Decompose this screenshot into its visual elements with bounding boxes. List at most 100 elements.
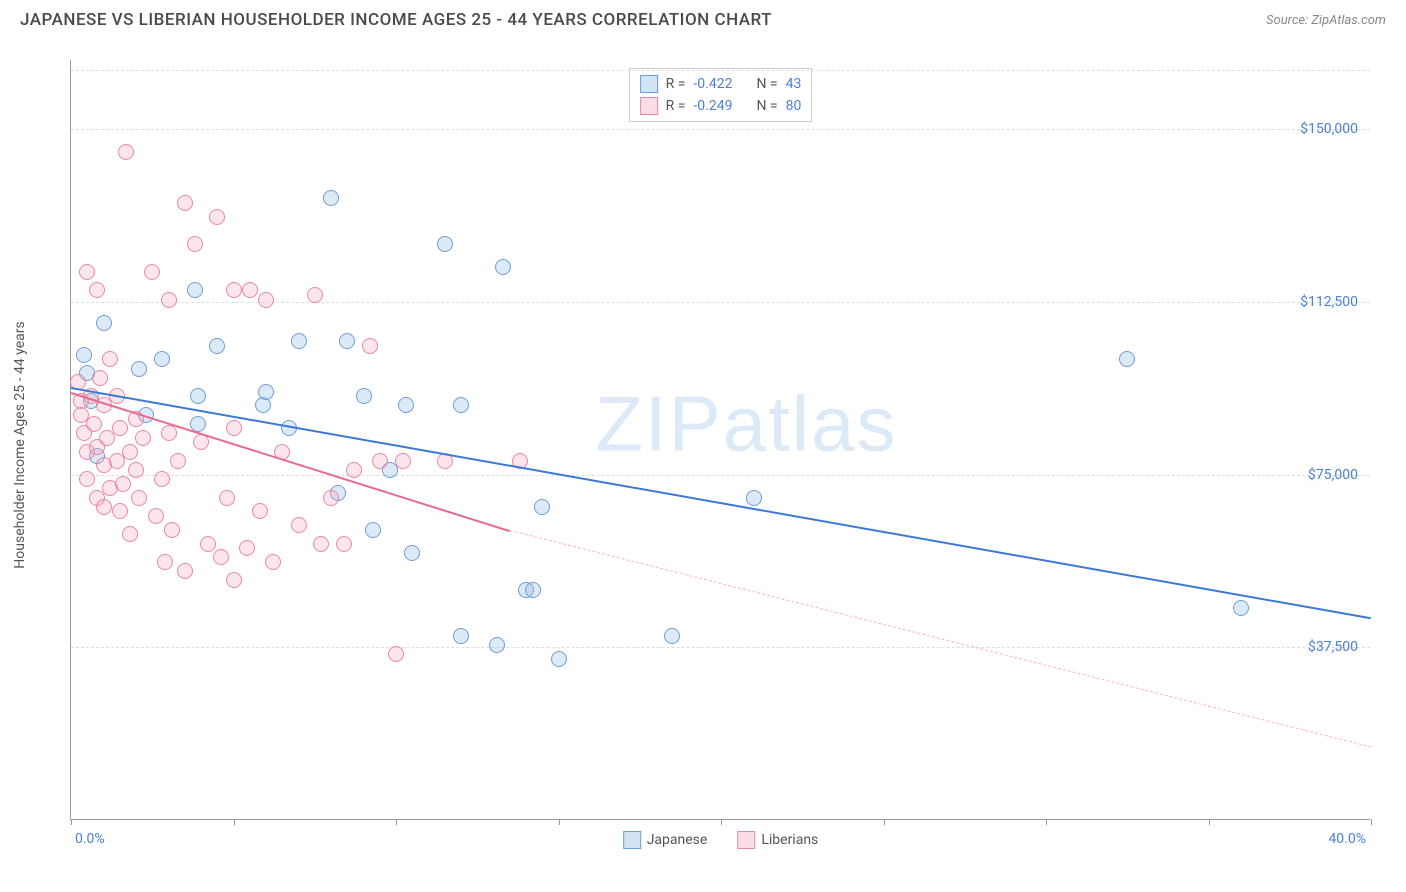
data-point <box>213 549 229 565</box>
data-point <box>161 292 177 308</box>
data-point <box>190 388 206 404</box>
stats-legend-row: R =-0.249N =80 <box>640 95 802 117</box>
data-point <box>365 522 381 538</box>
data-point <box>252 503 268 519</box>
data-point <box>372 453 388 469</box>
legend-swatch <box>737 831 755 849</box>
legend-label: Japanese <box>647 832 708 848</box>
chart-header: JAPANESE VS LIBERIAN HOUSEHOLDER INCOME … <box>0 0 1406 30</box>
data-point <box>291 517 307 533</box>
data-point <box>144 264 160 280</box>
data-point <box>489 637 505 653</box>
data-point <box>115 476 131 492</box>
x-tick <box>396 819 397 825</box>
data-point <box>1119 351 1135 367</box>
plot-area: ZIPatlas R =-0.422N =43R =-0.249N =80 Ja… <box>70 60 1370 820</box>
gridline <box>71 129 1370 130</box>
x-tick <box>1046 819 1047 825</box>
chart-title: JAPANESE VS LIBERIAN HOUSEHOLDER INCOME … <box>20 10 772 30</box>
data-point <box>148 508 164 524</box>
legend-r-value: -0.249 <box>693 98 732 114</box>
data-point <box>398 397 414 413</box>
data-point <box>339 333 355 349</box>
y-tick-label: $112,500 <box>1300 294 1358 310</box>
data-point <box>157 554 173 570</box>
data-point <box>118 144 134 160</box>
chart-source: Source: ZipAtlas.com <box>1266 13 1386 28</box>
data-point <box>200 536 216 552</box>
data-point <box>122 444 138 460</box>
data-point <box>177 195 193 211</box>
x-tick-label-min: 0.0% <box>75 831 105 847</box>
data-point <box>346 462 362 478</box>
data-point <box>177 563 193 579</box>
legend-item: Liberians <box>737 831 818 849</box>
x-tick <box>559 819 560 825</box>
data-point <box>131 490 147 506</box>
data-point <box>154 351 170 367</box>
data-point <box>534 499 550 515</box>
data-point <box>323 490 339 506</box>
stats-legend: R =-0.422N =43R =-0.249N =80 <box>629 68 813 122</box>
watermark-text: ZIPatlas <box>595 379 897 470</box>
data-point <box>86 416 102 432</box>
data-point <box>356 388 372 404</box>
chart-container: Householder Income Ages 25 - 44 years ZI… <box>50 50 1386 840</box>
data-point <box>453 397 469 413</box>
x-tick <box>71 819 72 825</box>
data-point <box>255 397 271 413</box>
data-point <box>112 503 128 519</box>
data-point <box>437 236 453 252</box>
data-point <box>495 259 511 275</box>
y-tick-label: $150,000 <box>1300 121 1358 137</box>
data-point <box>79 471 95 487</box>
data-point <box>664 628 680 644</box>
data-point <box>746 490 762 506</box>
legend-n-value: 43 <box>786 76 802 92</box>
data-point <box>362 338 378 354</box>
data-point <box>453 628 469 644</box>
data-point <box>242 282 258 298</box>
data-point <box>219 490 235 506</box>
data-point <box>96 499 112 515</box>
data-point <box>92 370 108 386</box>
gridline <box>71 70 1370 71</box>
data-point <box>226 282 242 298</box>
data-point <box>164 522 180 538</box>
data-point <box>102 351 118 367</box>
data-point <box>128 462 144 478</box>
data-point <box>395 453 411 469</box>
y-axis-label: Householder Income Ages 25 - 44 years <box>12 321 28 568</box>
data-point <box>404 545 420 561</box>
data-point <box>161 425 177 441</box>
data-point <box>187 236 203 252</box>
gridline <box>71 647 1370 648</box>
data-point <box>122 526 138 542</box>
data-point <box>170 453 186 469</box>
x-tick <box>1209 819 1210 825</box>
legend-item: Japanese <box>623 831 708 849</box>
legend-r-value: -0.422 <box>693 76 732 92</box>
data-point <box>79 264 95 280</box>
trend-line <box>510 530 1371 747</box>
data-point <box>76 347 92 363</box>
data-point <box>89 282 105 298</box>
data-point <box>187 282 203 298</box>
legend-r-label: R = <box>666 98 686 114</box>
series-legend: Japanese Liberians <box>623 831 819 849</box>
data-point <box>525 582 541 598</box>
data-point <box>313 536 329 552</box>
stats-legend-row: R =-0.422N =43 <box>640 73 802 95</box>
x-tick <box>1371 819 1372 825</box>
x-tick-label-max: 40.0% <box>1328 831 1366 847</box>
legend-swatch <box>623 831 641 849</box>
y-tick-label: $37,500 <box>1308 639 1358 655</box>
data-point <box>209 209 225 225</box>
data-point <box>226 572 242 588</box>
data-point <box>239 540 255 556</box>
x-tick <box>884 819 885 825</box>
gridline <box>71 475 1370 476</box>
data-point <box>336 536 352 552</box>
data-point <box>96 315 112 331</box>
data-point <box>135 430 151 446</box>
